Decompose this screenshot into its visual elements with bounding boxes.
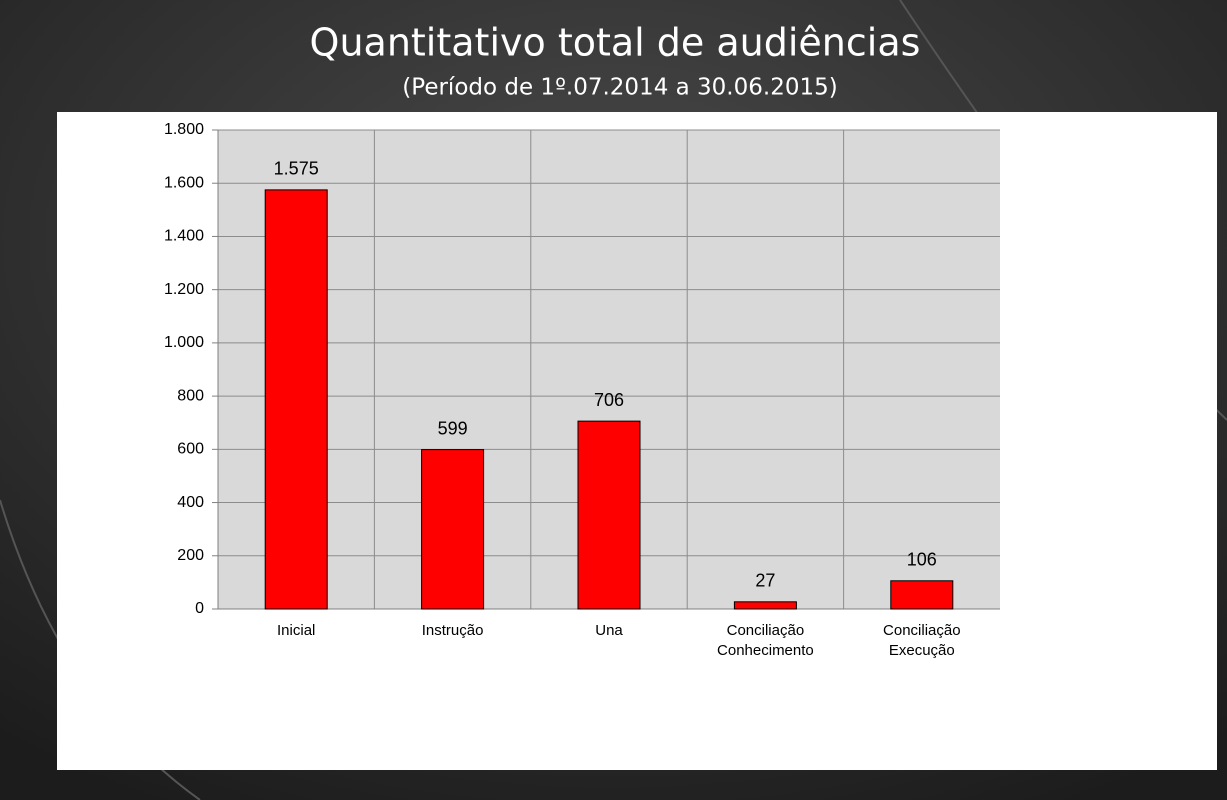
- x-tick-label: Instrução: [422, 622, 484, 639]
- bar: [733, 601, 797, 610]
- bar: [577, 420, 641, 610]
- bar: [264, 189, 328, 610]
- bar: [421, 449, 485, 610]
- chart-subtitle: (Período de 1º.07.2014 a 30.06.2015): [402, 75, 837, 101]
- y-tick-label: 1.200: [164, 281, 204, 298]
- data-label: 27: [755, 571, 775, 591]
- data-label: 1.575: [274, 159, 319, 179]
- y-tick-label: 1.400: [164, 228, 204, 245]
- y-tick-label: 200: [177, 547, 204, 564]
- data-label: 706: [594, 390, 624, 410]
- x-tick-label: Inicial: [277, 622, 315, 639]
- y-tick-label: 0: [195, 600, 204, 617]
- x-tick-label: Conciliação Execução: [883, 622, 961, 659]
- y-tick-label: 800: [177, 387, 204, 404]
- y-tick-label: 600: [177, 441, 204, 458]
- bar: [890, 580, 954, 610]
- y-tick-label: 1.800: [164, 121, 204, 138]
- x-tick-label: Conciliação Conhecimento: [717, 622, 814, 659]
- y-tick-label: 1.600: [164, 174, 204, 191]
- data-label: 599: [438, 418, 468, 438]
- y-tick-label: 400: [177, 494, 204, 511]
- x-tick-label: Una: [595, 622, 623, 639]
- y-tick-label: 1.000: [164, 334, 204, 351]
- data-label: 106: [907, 550, 937, 570]
- chart-title: Quantitativo total de audiências: [310, 21, 921, 65]
